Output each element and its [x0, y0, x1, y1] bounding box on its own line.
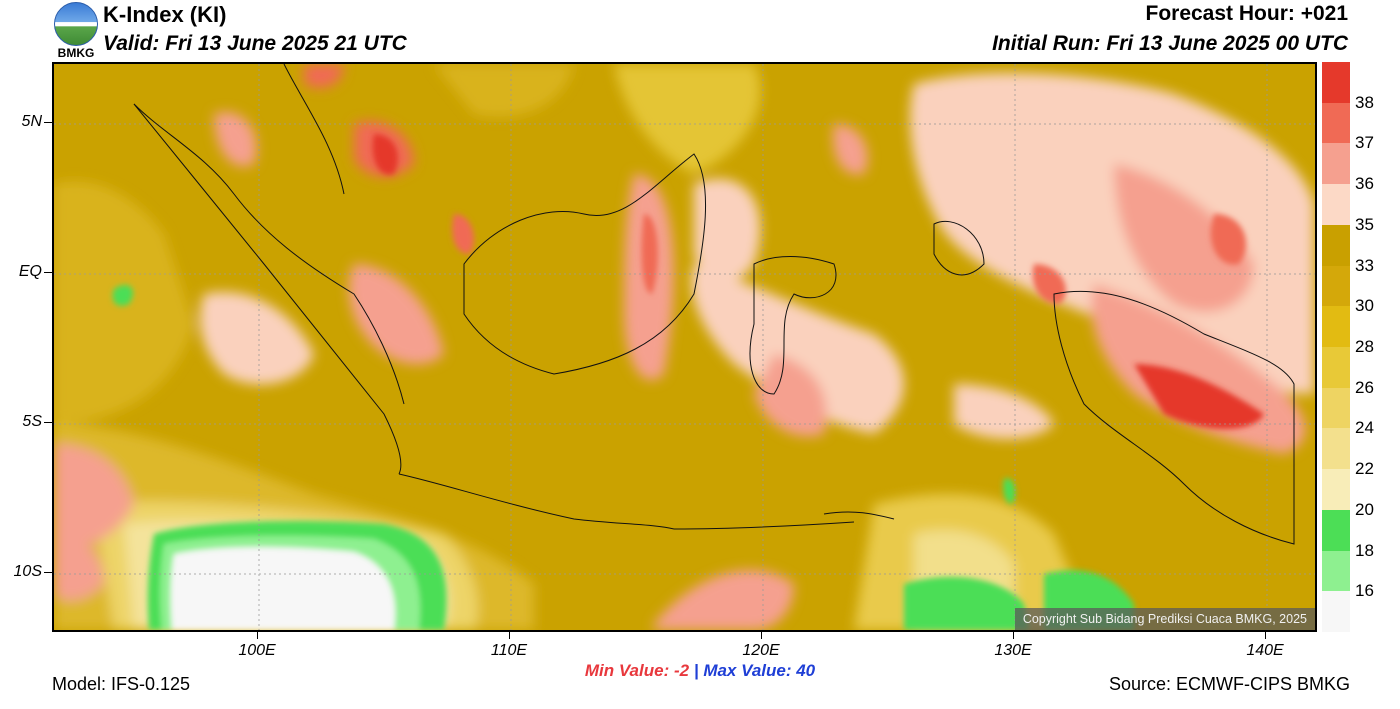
colorbar-swatch	[1322, 428, 1350, 470]
k-index-map: Copyright Sub Bidang Prediksi Cuaca BMKG…	[52, 62, 1317, 632]
colorbar-label: 16	[1355, 581, 1374, 601]
colorbar-swatch	[1322, 387, 1350, 429]
copyright-notice: Copyright Sub Bidang Prediksi Cuaca BMKG…	[1014, 608, 1315, 630]
lat-tick	[44, 272, 52, 273]
lat-tick	[44, 572, 52, 573]
lat-label-5s: 5S	[22, 413, 42, 430]
lon-label-140e: 140E	[1246, 642, 1284, 659]
colorbar-swatch	[1322, 265, 1350, 307]
lon-tick	[1265, 632, 1266, 639]
lon-tick	[1013, 632, 1014, 639]
colorbar-swatch	[1322, 102, 1350, 144]
max-value: Max Value: 40	[703, 661, 816, 680]
model-label: Model: IFS-0.125	[52, 674, 191, 694]
lat-tick	[44, 422, 52, 423]
colorbar-label: 26	[1355, 377, 1374, 397]
colorbar-label: 38	[1355, 92, 1374, 112]
lon-label-130e: 130E	[994, 642, 1032, 659]
colorbar-swatch	[1322, 591, 1350, 633]
lon-label-110e: 110E	[490, 642, 528, 659]
colorbar-swatch	[1322, 347, 1350, 389]
forecast-hour: Forecast Hour: +021	[1145, 2, 1349, 25]
bmkg-logo: BMKG	[51, 2, 101, 60]
colorbar-label: 28	[1355, 337, 1374, 356]
colorbar-label: 18	[1355, 540, 1374, 560]
colorbar-label: 36	[1355, 174, 1374, 194]
colorbar-swatch	[1322, 509, 1350, 552]
colorbar-label: 20	[1355, 499, 1374, 519]
lon-label-120e: 120E	[742, 642, 780, 659]
colorbar-swatch	[1322, 184, 1350, 226]
colorbar-swatch	[1322, 143, 1350, 185]
lat-tick	[44, 122, 52, 123]
map-field	[54, 64, 1315, 630]
colorbar-swatch	[1322, 550, 1350, 592]
colorbar-swatch	[1322, 224, 1350, 267]
lat-label-eq: EQ	[18, 263, 42, 280]
colorbar-label: 35	[1355, 214, 1374, 234]
colorbar-swatch	[1322, 469, 1350, 511]
lon-tick	[257, 632, 258, 639]
lat-label-5n: 5N	[21, 113, 42, 130]
logo-label: BMKG	[57, 46, 95, 60]
globe-icon	[54, 2, 98, 46]
lat-label-10s: 10S	[13, 563, 42, 580]
colorbar-label: 33	[1355, 255, 1374, 275]
lon-label-100e: 100E	[238, 642, 276, 659]
colorbar-label: 24	[1355, 418, 1374, 438]
valid-time: Valid: Fri 13 June 2025 21 UTC	[103, 32, 407, 55]
min-value: Min Value: -2	[584, 661, 690, 680]
coastlines	[133, 64, 1295, 545]
lon-tick	[509, 632, 510, 639]
colorbar-label: 30	[1355, 296, 1374, 316]
value-range: Min Value: -2 | Max Value: 40	[0, 661, 1400, 681]
colorbar-swatch	[1322, 306, 1350, 348]
source-label: Source: ECMWF-CIPS BMKG	[1108, 674, 1350, 694]
initial-run: Initial Run: Fri 13 June 2025 00 UTC	[992, 32, 1348, 55]
colorbar-label: 22	[1355, 459, 1374, 479]
stats-separator: |	[693, 661, 699, 680]
lon-tick	[761, 632, 762, 639]
chart-title: K-Index (KI)	[103, 2, 227, 27]
colorbar-label: 37	[1355, 133, 1374, 153]
colorbar-swatch	[1322, 62, 1350, 104]
